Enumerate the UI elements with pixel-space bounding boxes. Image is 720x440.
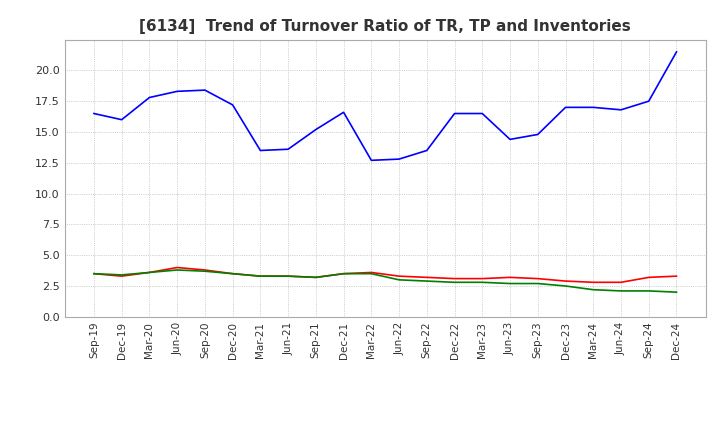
Inventories <box>534 281 542 286</box>
Inventories <box>117 272 126 278</box>
Trade Payables <box>367 158 376 163</box>
Trade Receivables <box>616 280 625 285</box>
Trade Receivables <box>672 274 681 279</box>
Trade Payables <box>284 147 292 152</box>
Trade Receivables <box>450 276 459 281</box>
Inventories <box>395 277 403 282</box>
Inventories <box>672 290 681 295</box>
Inventories <box>478 280 487 285</box>
Trade Receivables <box>589 280 598 285</box>
Trade Payables <box>450 111 459 116</box>
Trade Receivables <box>256 274 265 279</box>
Trade Receivables <box>644 275 653 280</box>
Trade Payables <box>672 49 681 55</box>
Title: [6134]  Trend of Turnover Ratio of TR, TP and Inventories: [6134] Trend of Turnover Ratio of TR, TP… <box>140 19 631 34</box>
Trade Payables <box>145 95 154 100</box>
Trade Receivables <box>201 268 210 273</box>
Line: Trade Payables: Trade Payables <box>94 52 677 160</box>
Trade Payables <box>339 110 348 115</box>
Trade Receivables <box>284 274 292 279</box>
Trade Payables <box>644 99 653 104</box>
Trade Receivables <box>423 275 431 280</box>
Inventories <box>339 271 348 276</box>
Inventories <box>89 271 98 276</box>
Trade Payables <box>201 88 210 93</box>
Trade Receivables <box>561 279 570 284</box>
Trade Receivables <box>117 274 126 279</box>
Line: Inventories: Inventories <box>94 270 677 292</box>
Trade Receivables <box>395 274 403 279</box>
Trade Receivables <box>339 271 348 276</box>
Inventories <box>367 271 376 276</box>
Inventories <box>201 268 210 274</box>
Trade Payables <box>534 132 542 137</box>
Inventories <box>312 275 320 280</box>
Trade Receivables <box>534 276 542 281</box>
Line: Trade Receivables: Trade Receivables <box>94 268 677 282</box>
Trade Payables <box>228 102 237 107</box>
Inventories <box>505 281 514 286</box>
Trade Payables <box>561 105 570 110</box>
Trade Receivables <box>505 275 514 280</box>
Inventories <box>423 279 431 284</box>
Trade Receivables <box>312 275 320 280</box>
Trade Payables <box>423 148 431 153</box>
Inventories <box>589 287 598 292</box>
Trade Payables <box>89 111 98 116</box>
Inventories <box>450 280 459 285</box>
Trade Receivables <box>228 271 237 276</box>
Trade Receivables <box>367 270 376 275</box>
Trade Payables <box>478 111 487 116</box>
Inventories <box>173 268 181 273</box>
Inventories <box>228 271 237 276</box>
Inventories <box>284 274 292 279</box>
Inventories <box>644 288 653 293</box>
Inventories <box>616 288 625 293</box>
Trade Payables <box>173 89 181 94</box>
Trade Payables <box>589 105 598 110</box>
Trade Payables <box>616 107 625 113</box>
Trade Receivables <box>478 276 487 281</box>
Trade Payables <box>505 137 514 142</box>
Trade Receivables <box>145 270 154 275</box>
Trade Payables <box>117 117 126 122</box>
Trade Payables <box>256 148 265 153</box>
Inventories <box>256 274 265 279</box>
Inventories <box>561 283 570 289</box>
Inventories <box>145 270 154 275</box>
Trade Payables <box>312 127 320 132</box>
Trade Payables <box>395 157 403 162</box>
Trade Receivables <box>173 265 181 270</box>
Trade Receivables <box>89 271 98 276</box>
